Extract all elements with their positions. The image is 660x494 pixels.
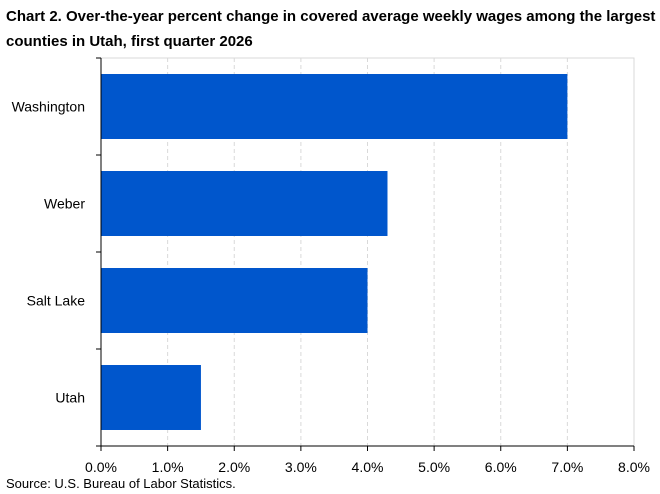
x-tick-label: 1.0% (152, 459, 184, 475)
x-tick-label: 8.0% (618, 459, 650, 475)
x-tick-label: 4.0% (352, 459, 384, 475)
x-tick-label: 6.0% (485, 459, 517, 475)
x-tick-label: 0.0% (85, 459, 117, 475)
x-tick-label: 3.0% (285, 459, 317, 475)
y-category-label: Weber (44, 196, 85, 212)
x-tick-label: 7.0% (551, 459, 583, 475)
x-tick-label: 5.0% (418, 459, 450, 475)
bar-weber (101, 171, 388, 236)
x-tick-label: 2.0% (218, 459, 250, 475)
source-note: Source: U.S. Bureau of Labor Statistics. (6, 476, 236, 491)
bar-utah (101, 365, 201, 430)
y-category-label: Washington (12, 99, 85, 115)
bar-salt-lake (101, 268, 368, 333)
y-category-label: Salt Lake (27, 293, 86, 309)
bar-layer (101, 74, 568, 430)
y-category-label: Utah (55, 390, 85, 406)
axis-layer (96, 57, 635, 451)
chart-title: Chart 2. Over-the-year percent change in… (6, 8, 656, 50)
bar-washington (101, 74, 568, 139)
label-layer: 0.0% 1.0% 2.0% 3.0% 4.0% 5.0% 6.0% 7.0% 8.0% Wash… (12, 99, 650, 476)
